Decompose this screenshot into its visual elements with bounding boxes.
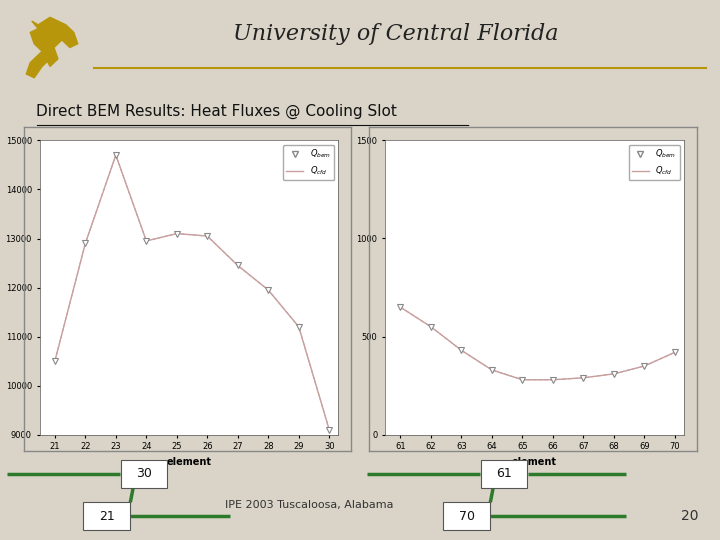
FancyBboxPatch shape [481,460,527,488]
Polygon shape [27,51,50,78]
Text: 21: 21 [99,510,114,523]
Text: Direct BEM Results: Heat Fluxes @ Cooling Slot: Direct BEM Results: Heat Fluxes @ Coolin… [36,104,397,119]
Text: 61: 61 [496,468,512,481]
Text: University of Central Florida: University of Central Florida [233,23,559,45]
Text: 30: 30 [136,468,152,481]
Polygon shape [30,17,78,66]
Text: 20: 20 [681,509,698,523]
FancyBboxPatch shape [121,460,167,488]
Legend: $Q_{bem}$, $Q_{cfd}$: $Q_{bem}$, $Q_{cfd}$ [283,145,334,180]
X-axis label: element: element [166,457,212,467]
FancyBboxPatch shape [84,502,130,530]
Text: 70: 70 [459,510,474,523]
X-axis label: element: element [512,457,557,467]
FancyBboxPatch shape [444,502,490,530]
Text: IPE 2003 Tuscaloosa, Alabama: IPE 2003 Tuscaloosa, Alabama [225,500,394,510]
Legend: $Q_{bem}$, $Q_{cfd}$: $Q_{bem}$, $Q_{cfd}$ [629,145,680,180]
